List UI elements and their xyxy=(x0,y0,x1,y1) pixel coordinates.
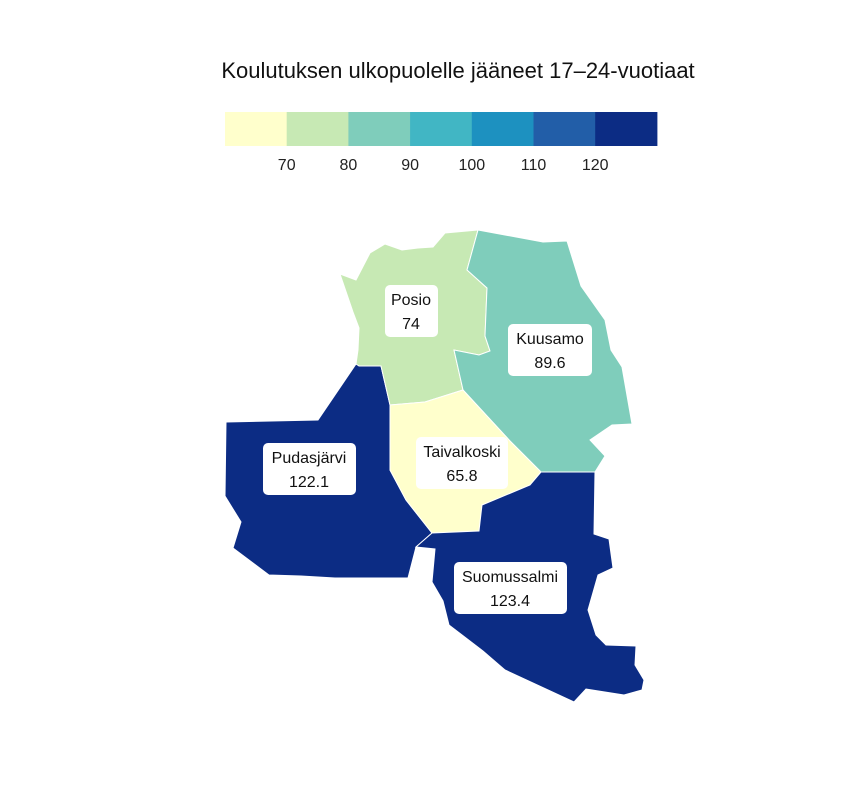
label-name: Kuusamo xyxy=(516,331,584,348)
legend-tick-label: 120 xyxy=(582,157,609,174)
label-value: 89.6 xyxy=(534,355,565,372)
color-legend: 70 80 90 100 110 120 xyxy=(225,112,658,174)
legend-tick-label: 70 xyxy=(278,157,296,174)
legend-swatch xyxy=(471,112,534,146)
legend-swatch xyxy=(348,112,411,146)
legend-swatch xyxy=(533,112,596,146)
municipality-labels: Posio 74 Kuusamo 89.6 Taivalkoski 65.8 P… xyxy=(263,285,592,614)
label-value: 74 xyxy=(402,316,420,333)
label-taivalkoski: Taivalkoski 65.8 xyxy=(416,437,508,489)
legend-swatch xyxy=(225,112,288,146)
legend-tick-label: 90 xyxy=(401,157,419,174)
legend-swatch xyxy=(410,112,473,146)
label-kuusamo: Kuusamo 89.6 xyxy=(508,324,592,376)
legend-swatch xyxy=(286,112,349,146)
label-value: 122.1 xyxy=(289,474,329,491)
map-title: Koulutuksen ulkopuolelle jääneet 17–24-v… xyxy=(221,58,694,83)
label-name: Taivalkoski xyxy=(423,444,500,461)
legend-swatch xyxy=(595,112,658,146)
label-value: 123.4 xyxy=(490,593,530,610)
legend-tick-label: 100 xyxy=(458,157,485,174)
label-posio: Posio 74 xyxy=(385,285,438,337)
label-suomussalmi: Suomussalmi 123.4 xyxy=(454,562,567,614)
legend-tick-label: 110 xyxy=(521,157,547,174)
label-value: 65.8 xyxy=(446,468,477,485)
label-name: Pudasjärvi xyxy=(272,450,347,467)
label-name: Posio xyxy=(391,292,431,309)
legend-tick-label: 80 xyxy=(340,157,358,174)
label-pudasjarvi: Pudasjärvi 122.1 xyxy=(263,443,356,495)
label-name: Suomussalmi xyxy=(462,569,558,586)
